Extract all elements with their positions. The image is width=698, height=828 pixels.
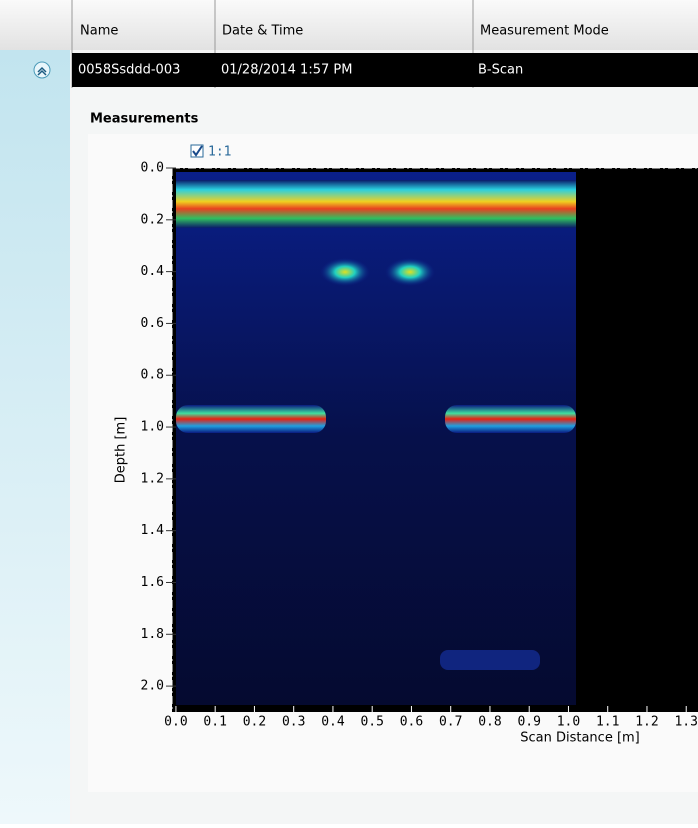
cell: B-Scan <box>478 63 523 78</box>
x-tick-label: 0.3 <box>282 715 305 730</box>
x-axis-label: Scan Distance [m] <box>520 731 640 746</box>
reflection <box>320 258 370 286</box>
x-tick-label: 0.2 <box>243 715 266 730</box>
y-tick-label: 2.0 <box>141 679 164 694</box>
side-strip <box>0 0 70 824</box>
x-tick-label: 0.6 <box>400 715 423 730</box>
y-tick-label: 0.2 <box>141 212 164 227</box>
reflection <box>385 258 435 286</box>
checkbox-label[interactable]: 1:1 <box>208 145 231 160</box>
x-tick-label: 0.7 <box>439 715 462 730</box>
scan-image <box>176 172 576 705</box>
y-tick-label: 1.8 <box>141 627 164 642</box>
y-tick-label: 1.2 <box>141 471 164 486</box>
x-tick-label: 0.9 <box>517 715 540 730</box>
x-tick-label: 0.5 <box>360 715 383 730</box>
x-tick-label: 1.3 <box>674 715 697 730</box>
column-header[interactable]: Date & Time <box>222 24 303 39</box>
cell: 01/28/2014 1:57 PM <box>221 63 352 78</box>
y-tick-label: 1.4 <box>141 523 165 538</box>
y-axis-label: Depth [m] <box>114 417 129 484</box>
y-tick-label: 0.0 <box>141 161 164 176</box>
y-tick-label: 0.6 <box>141 316 164 331</box>
column-header[interactable]: Name <box>80 24 118 39</box>
reflection <box>445 405 576 433</box>
y-tick-label: 1.6 <box>141 575 164 590</box>
surface-reflection <box>176 180 576 228</box>
cell: 0058Ssddd-003 <box>78 63 180 78</box>
reflection <box>440 650 540 670</box>
x-tick-label: 1.2 <box>635 715 658 730</box>
y-tick-label: 0.8 <box>141 368 164 383</box>
y-tick-label: 0.4 <box>141 264 165 279</box>
y-tick-label: 1.0 <box>141 420 164 435</box>
x-tick-label: 0.8 <box>478 715 501 730</box>
x-tick-label: 0.1 <box>203 715 226 730</box>
x-tick-label: 0.4 <box>321 715 345 730</box>
page: Name Date & Time Measurement Mode 0058Ss… <box>0 0 698 824</box>
x-tick-label: 1.1 <box>596 715 619 730</box>
section-title: Measurements <box>90 112 199 127</box>
column-header[interactable]: Measurement Mode <box>480 24 609 39</box>
x-tick-label: 1.0 <box>557 715 580 730</box>
screen: Name Date & Time Measurement Mode 0058Ss… <box>0 0 698 824</box>
reflection <box>176 405 326 433</box>
x-tick-label: 0.0 <box>164 715 187 730</box>
plot-area <box>172 168 698 712</box>
